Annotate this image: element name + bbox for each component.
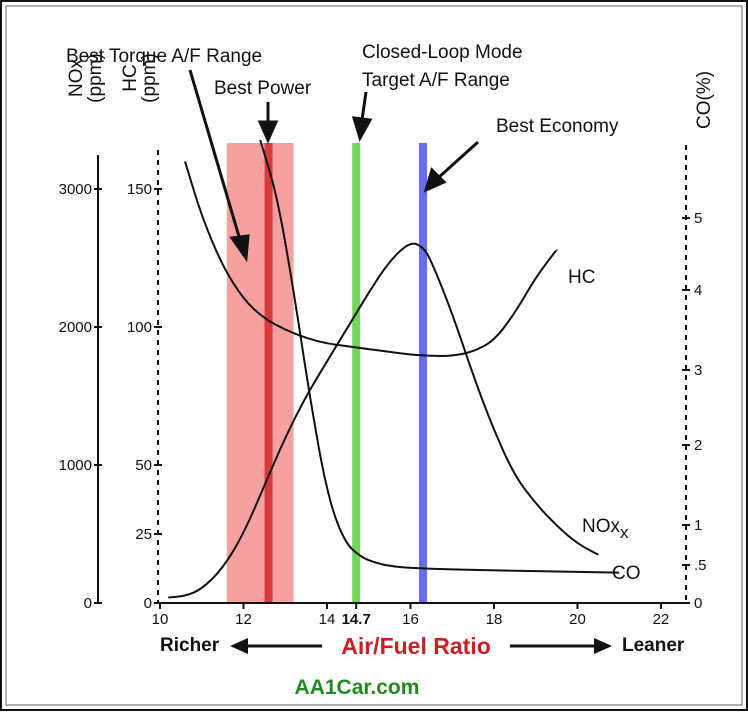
nox-axis-title: NOx	[66, 59, 87, 98]
co-tick-label: 3	[694, 362, 702, 379]
co-axis-title: CO(%)	[694, 71, 715, 129]
hc-axis-unit: (ppm)	[139, 53, 160, 103]
arrowhead-best-torque-icon	[229, 234, 250, 263]
direction-richer: Richer	[160, 635, 220, 656]
series-label-co: CO	[612, 563, 641, 584]
co-tick-label: 0	[694, 595, 702, 612]
arrow-leaner-icon	[594, 638, 612, 654]
nox-tick-label: 2000	[59, 319, 92, 336]
hc-axis-title-text: HC	[120, 64, 141, 91]
hc-tick-label: 50	[135, 457, 152, 474]
x-axis-title: Air/Fuel Ratio	[341, 633, 491, 659]
hc-tick-labels: 0 25 50 100 150	[127, 181, 162, 612]
annotation-best-power: Best Power	[214, 78, 312, 99]
band-line-closed-loop-mode-target-a-f-range	[352, 143, 361, 603]
x-tick-label: 18	[486, 611, 503, 628]
arrowhead-best-economy-icon	[423, 167, 447, 193]
nox-axis-title-text: NOx	[66, 59, 87, 98]
nox-axis-unit-text: (ppm)	[85, 53, 106, 103]
x-tick-label: 14.7	[342, 611, 371, 628]
x-tick-label: 12	[235, 611, 252, 628]
arrowhead-best-power-icon	[257, 120, 279, 144]
co-tick-labels: 0 .5 1 2 3 4 5	[682, 210, 707, 612]
x-tick-label: 14	[319, 611, 336, 628]
band-best-torque-a-f-range	[226, 143, 294, 603]
series-line-co	[259, 139, 620, 574]
x-tick-label: 16	[402, 611, 419, 628]
inner-border	[5, 5, 743, 706]
nox-tick-label: 3000	[59, 181, 92, 198]
arrowhead-closed-loop-icon	[351, 116, 373, 142]
hc-tick-label: 150	[127, 181, 152, 198]
co-tick-label: .5	[694, 557, 707, 574]
series-label-nox: NOxx	[582, 516, 629, 542]
band-line-best-economy	[419, 143, 427, 603]
direction-arrows	[230, 638, 612, 654]
co-tick-label: 1	[694, 517, 702, 534]
nox-axis-unit: (ppm)	[85, 53, 106, 103]
band-line-best-power	[264, 143, 273, 603]
arrow-closed-loop	[360, 91, 368, 121]
co-tick-label: 5	[694, 210, 702, 227]
bands-layer	[226, 143, 427, 603]
co-tick-label: 2	[694, 437, 702, 454]
x-tick-label: 10	[152, 611, 169, 628]
direction-leaner: Leaner	[622, 635, 685, 656]
annotation-arrows	[188, 69, 480, 263]
co-axis-title-text: CO(%)	[694, 71, 715, 129]
x-tick-labels: 10 12 14 14.7 16 18 20 22	[152, 603, 670, 628]
arrow-richer-icon	[230, 638, 248, 654]
arrow-best-economy	[436, 140, 480, 180]
annotation-target-af: Target A/F Range	[362, 70, 510, 91]
hc-tick-label: 25	[135, 526, 152, 543]
nox-tick-label: 1000	[59, 457, 92, 474]
annotation-closed-loop: Closed-Loop Mode	[362, 42, 523, 63]
hc-axis-unit-text: (ppm)	[139, 53, 160, 103]
curves-layer	[168, 139, 620, 599]
x-tick-label: 22	[653, 611, 670, 628]
axes-layer	[97, 145, 687, 604]
series-label-hc: HC	[568, 267, 595, 288]
series-line-nox	[168, 242, 599, 599]
hc-tick-label: 100	[127, 319, 152, 336]
watermark: AA1Car.com	[295, 676, 420, 699]
nox-tick-labels: 0 1000 2000 3000	[59, 181, 102, 612]
nox-tick-label: 0	[84, 595, 92, 612]
series-line-hc	[184, 161, 558, 358]
arrow-best-torque	[188, 69, 242, 241]
hc-tick-label: 0	[144, 595, 152, 612]
annotation-best-torque: Best Torque A/F Range	[66, 46, 262, 67]
co-tick-label: 4	[694, 282, 702, 299]
hc-axis-title: HC	[120, 64, 141, 91]
x-tick-label: 20	[569, 611, 586, 628]
annotation-best-economy: Best Economy	[496, 116, 619, 137]
